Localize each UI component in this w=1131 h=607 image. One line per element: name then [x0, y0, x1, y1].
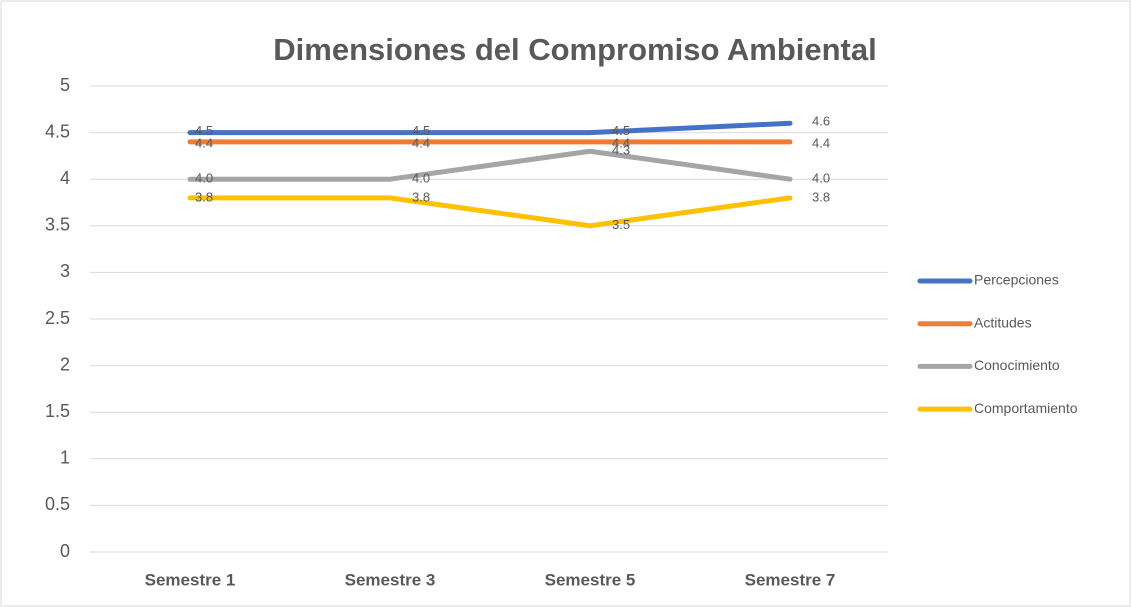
- legend-label: Actitudes: [974, 314, 1032, 330]
- data-label: 4.5: [412, 123, 430, 138]
- series-line: [187, 195, 793, 229]
- legend-label: Percepciones: [974, 272, 1059, 288]
- data-label: 4.6: [812, 114, 830, 129]
- series-line: [187, 120, 793, 136]
- data-label: 3.8: [195, 189, 213, 204]
- data-label: 3.8: [412, 189, 430, 204]
- x-tick-label: Semestre 5: [545, 570, 636, 589]
- y-tick-label: 3: [60, 261, 70, 281]
- x-tick-label: Semestre 3: [345, 570, 436, 589]
- data-label: 4.4: [812, 135, 830, 150]
- data-label: 4.3: [612, 143, 630, 158]
- data-label: 3.8: [812, 189, 830, 204]
- y-tick-label: 1.5: [45, 401, 70, 421]
- data-label: 4.4: [195, 135, 213, 150]
- legend-label: Comportamiento: [974, 400, 1078, 416]
- y-tick-label: 4: [60, 168, 70, 188]
- legend-label: Conocimiento: [974, 357, 1060, 373]
- y-tick-label: 2: [60, 354, 70, 374]
- data-label: 3.5: [612, 217, 630, 232]
- y-tick-label: 0: [60, 541, 70, 561]
- y-tick-label: 5: [60, 75, 70, 95]
- y-tick-label: 4.5: [45, 121, 70, 141]
- series-line: [187, 148, 793, 182]
- x-tick-label: Semestre 7: [745, 570, 836, 589]
- data-label: 4.0: [812, 171, 830, 186]
- data-label: 4.0: [412, 171, 430, 186]
- data-label: 4.4: [412, 135, 430, 150]
- y-tick-label: 2.5: [45, 308, 70, 328]
- data-label: 4.5: [612, 123, 630, 138]
- data-label: 4.5: [195, 123, 213, 138]
- y-tick-label: 1: [60, 448, 70, 468]
- data-label: 4.4: [612, 135, 630, 150]
- chart-title: Dimensiones del Compromiso Ambiental: [273, 32, 876, 67]
- y-tick-label: 3.5: [45, 215, 70, 235]
- y-tick-label: 0.5: [45, 494, 70, 514]
- x-tick-label: Semestre 1: [145, 570, 236, 589]
- data-label: 4.0: [195, 171, 213, 186]
